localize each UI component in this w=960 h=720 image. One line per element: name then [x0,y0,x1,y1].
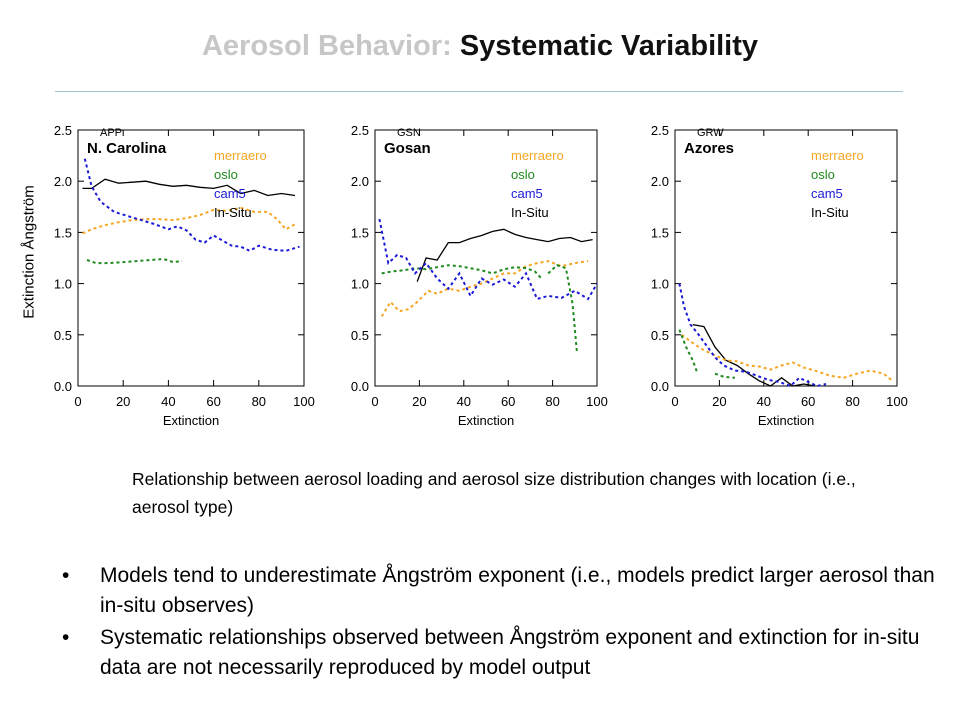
x-tick-label: 60 [206,394,220,409]
y-tick-label: 1.0 [351,277,369,292]
legend-entry: cam5 [511,186,543,201]
station-code: GRW [697,127,724,139]
y-tick-label: 0.0 [351,379,369,394]
bullet-item: Models tend to underestimate Ångström ex… [60,561,940,621]
legend-entry: merraero [511,148,564,163]
series-line-merraero [82,206,296,235]
y-tick-label: 1.5 [54,225,72,240]
y-tick-label: 2.5 [351,123,369,138]
y-tick-label: 0.5 [54,328,72,343]
y-tick-label: 2.0 [651,174,669,189]
plot-frame [374,129,598,387]
x-tick-label: 0 [371,394,378,409]
station-code: GSN [397,127,421,139]
chart-panel-1: 0 20 40 60 80 100 0.0 0.5 1.0 1.5 2.0 2.5 Extinction… [54,123,315,428]
x-tick-label: 0 [671,394,678,409]
x-tick-label: 20 [412,394,426,409]
legend-entry: oslo [214,167,238,182]
series-line-merraero [681,333,894,382]
y-tick-label: 2.0 [54,174,72,189]
location-label: N. Carolina [87,140,167,157]
chart-panel-2: 0 20 40 60 80 100 0.0 0.5 1.0 1.5 2.0 2.5 Extinction… [351,123,608,428]
legend-entry: merraero [811,148,864,163]
x-axis-label: Extinction [163,413,219,428]
legend-entry: In-Situ [811,205,849,220]
y-tick-label: 2.5 [54,123,72,138]
chart-panels: 0 20 40 60 80 100 0.0 0.5 1.0 1.5 2.0 2.5 Extinction… [54,123,908,428]
plot-frame [77,129,305,387]
y-tick-label: 0.5 [651,328,669,343]
series-line-in-situ [82,178,296,197]
station-code: APP [100,127,122,139]
y-tick-label: 0.0 [54,379,72,394]
series-line-in-situ [692,323,816,387]
series-line-cam5 [678,283,827,388]
x-axis-label: Extinction [458,413,514,428]
x-axis-label: Extinction [758,413,814,428]
location-label: Gosan [384,140,431,157]
slide-title-main: Systematic Variability [459,30,759,62]
legend-entry: cam5 [811,186,843,201]
series-line-cam5 [83,158,300,252]
series-line-merraero [380,260,589,317]
x-tick-label: 100 [293,394,315,409]
series-line-oslo [381,264,578,354]
x-tick-label: 80 [545,394,559,409]
y-tick-label: 0.0 [651,379,669,394]
bullet-item: Systematic relationships observed betwee… [60,623,940,683]
y-tick-label: 2.5 [651,123,669,138]
legend-entry: In-Situ [214,205,252,220]
x-tick-label: 20 [116,394,130,409]
y-tick-label: 1.0 [651,277,669,292]
series-line-in-situ [416,228,593,282]
plot-frame [674,129,898,387]
x-tick-label: 0 [74,394,81,409]
y-tick-label: 2.0 [351,174,369,189]
legend-entry: merraero [214,148,267,163]
x-tick-label: 80 [845,394,859,409]
location-label: Azores [684,140,734,157]
series-line-oslo [86,257,183,265]
x-tick-label: 40 [757,394,771,409]
x-tick-label: 40 [457,394,471,409]
chart-panel-3: 0 20 40 60 80 100 0.0 0.5 1.0 1.5 2.0 2.5 Extinction… [651,123,908,428]
x-tick-label: 100 [886,394,908,409]
legend-entry: In-Situ [511,205,549,220]
slide-title: Aerosol Behavior: Systematic Variability [0,30,960,63]
x-tick-label: 20 [712,394,726,409]
x-tick-label: 40 [161,394,175,409]
y-tick-label: 0.5 [351,328,369,343]
x-tick-label: 60 [501,394,515,409]
slide-title-prefix: Aerosol Behavior: [201,30,460,62]
legend-entry: cam5 [214,186,246,201]
legend-entry: oslo [511,167,535,182]
x-tick-label: 100 [586,394,608,409]
title-divider [55,91,903,92]
x-tick-label: 60 [801,394,815,409]
legend-entry: oslo [811,167,835,182]
x-tick-label: 80 [252,394,266,409]
bullet-list: Models tend to underestimate Ångström ex… [60,561,940,685]
series-line-oslo [678,329,735,379]
y-tick-label: 1.0 [54,277,72,292]
figure-caption: Relationship between aerosol loading and… [132,469,856,517]
y-tick-label: 1.5 [351,225,369,240]
series-line-cam5 [378,218,598,301]
y-tick-label: 1.5 [651,225,669,240]
